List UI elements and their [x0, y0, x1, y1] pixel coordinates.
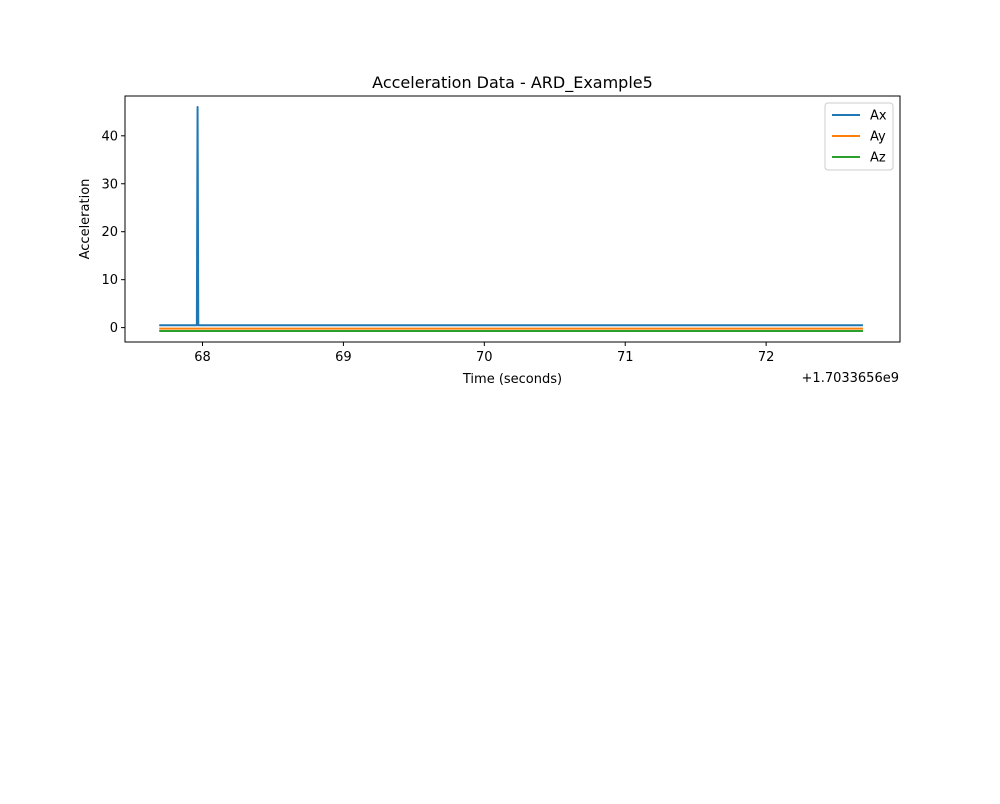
legend-label-ay: Ay: [870, 130, 886, 145]
y-tick-label: 40: [101, 129, 118, 144]
y-axis-ticks: 0 10 20 30 40: [101, 129, 125, 336]
y-tick-label: 0: [110, 321, 118, 336]
legend-items: Ax Ay Az: [832, 109, 887, 166]
x-axis-label: Time (seconds): [462, 372, 562, 387]
legend: Ax Ay Az: [824, 102, 894, 171]
x-tick-label: 71: [617, 350, 634, 365]
x-axis-ticks: 68 69 70 71 72: [194, 342, 774, 365]
x-tick-label: 68: [194, 350, 211, 365]
chart-title: Acceleration Data - ARD_Example5: [372, 73, 653, 93]
y-tick-label: 30: [101, 177, 118, 192]
plot-background: [125, 96, 900, 342]
x-axis-offset-label: +1.7033656e9: [802, 371, 899, 386]
x-tick-label: 70: [476, 350, 493, 365]
y-axis-label: Acceleration: [78, 179, 93, 260]
axes-frame: [124, 95, 901, 343]
series-line-ax: [159, 106, 863, 327]
y-tick-label: 20: [101, 225, 118, 240]
legend-label-ax: Ax: [870, 109, 887, 124]
x-tick-label: 69: [335, 350, 352, 365]
legend-label-az: Az: [870, 151, 886, 166]
y-tick-label: 10: [101, 273, 118, 288]
plot-area: [124, 95, 901, 343]
x-tick-label: 72: [758, 350, 775, 365]
series-layer: [159, 106, 863, 332]
